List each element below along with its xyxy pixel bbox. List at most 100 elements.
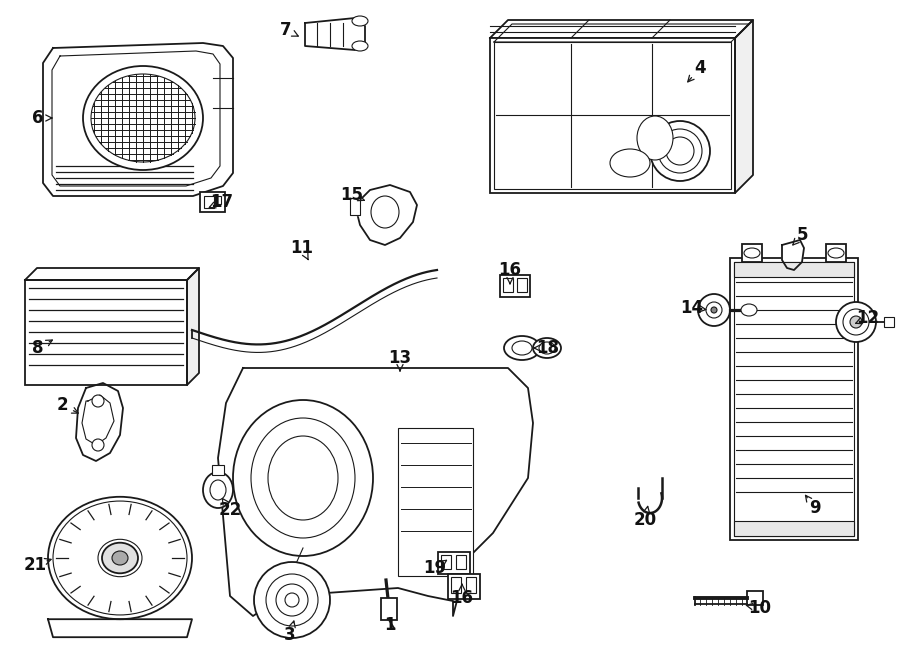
Ellipse shape [268, 436, 338, 520]
Ellipse shape [352, 41, 368, 51]
Polygon shape [735, 20, 753, 193]
Text: 16: 16 [499, 261, 521, 279]
Ellipse shape [711, 307, 717, 313]
Bar [503, 278, 513, 292]
Bar [204, 196, 214, 208]
Bar [438, 552, 470, 574]
Polygon shape [782, 240, 804, 270]
Ellipse shape [610, 149, 650, 177]
Bar [448, 574, 480, 599]
Text: 13: 13 [389, 349, 411, 367]
Polygon shape [305, 18, 365, 50]
Bar [517, 278, 527, 292]
Bar [200, 192, 225, 212]
Bar [734, 262, 854, 536]
Text: 7: 7 [280, 21, 292, 39]
Text: 1: 1 [384, 616, 396, 634]
Bar [490, 38, 735, 193]
Ellipse shape [512, 341, 532, 355]
Text: 2: 2 [56, 396, 68, 414]
Ellipse shape [266, 574, 318, 626]
Polygon shape [25, 268, 199, 280]
Bar [742, 244, 762, 262]
Bar [500, 275, 530, 297]
Text: 3: 3 [284, 626, 296, 644]
Ellipse shape [92, 439, 104, 451]
Ellipse shape [102, 543, 138, 573]
Ellipse shape [210, 480, 226, 500]
Bar [398, 428, 473, 576]
Ellipse shape [850, 316, 862, 328]
Ellipse shape [698, 294, 730, 326]
Text: 16: 16 [451, 589, 473, 607]
Ellipse shape [836, 302, 876, 342]
Ellipse shape [48, 496, 192, 619]
Polygon shape [350, 198, 360, 215]
Ellipse shape [91, 74, 195, 162]
Text: 12: 12 [857, 309, 879, 327]
Ellipse shape [828, 248, 844, 258]
Ellipse shape [706, 302, 722, 318]
Polygon shape [43, 43, 233, 196]
Ellipse shape [112, 551, 128, 565]
Ellipse shape [233, 400, 373, 556]
Polygon shape [490, 20, 753, 38]
Bar [826, 244, 846, 262]
Text: 9: 9 [809, 499, 821, 517]
Text: 4: 4 [694, 59, 706, 77]
Bar [25, 280, 187, 385]
Bar [734, 521, 854, 536]
Polygon shape [187, 268, 199, 385]
Polygon shape [355, 185, 417, 245]
Bar [456, 555, 466, 569]
Text: 5: 5 [796, 226, 808, 244]
Ellipse shape [254, 562, 330, 638]
Bar [734, 262, 854, 277]
Polygon shape [48, 619, 192, 638]
Ellipse shape [371, 196, 399, 228]
Bar [441, 555, 451, 569]
Ellipse shape [53, 501, 187, 615]
Text: 11: 11 [291, 239, 313, 257]
Bar [451, 577, 461, 593]
Bar [747, 591, 763, 605]
Ellipse shape [666, 137, 694, 165]
Ellipse shape [276, 584, 308, 616]
Polygon shape [218, 368, 533, 616]
Ellipse shape [98, 540, 142, 577]
Text: 8: 8 [32, 339, 44, 357]
Ellipse shape [533, 338, 561, 358]
Polygon shape [76, 383, 123, 461]
Ellipse shape [843, 309, 869, 335]
Bar [381, 598, 397, 620]
Bar [466, 577, 476, 593]
Text: 14: 14 [680, 299, 704, 317]
Bar [215, 196, 221, 204]
Text: 15: 15 [340, 186, 364, 204]
Ellipse shape [504, 336, 540, 360]
Ellipse shape [741, 304, 757, 316]
Bar [212, 465, 224, 475]
Ellipse shape [637, 116, 673, 160]
Ellipse shape [539, 342, 555, 354]
Ellipse shape [83, 66, 203, 170]
Text: 20: 20 [634, 511, 657, 529]
Text: 6: 6 [32, 109, 44, 127]
Bar [884, 317, 894, 327]
Text: 10: 10 [749, 599, 771, 617]
Ellipse shape [251, 418, 355, 538]
Ellipse shape [203, 472, 233, 508]
Ellipse shape [744, 248, 760, 258]
Text: 17: 17 [211, 193, 234, 211]
Text: 22: 22 [219, 501, 241, 519]
Ellipse shape [352, 16, 368, 26]
Bar [730, 258, 858, 540]
Text: 18: 18 [536, 339, 560, 357]
Text: 19: 19 [423, 559, 446, 577]
Bar [494, 42, 731, 189]
Ellipse shape [92, 395, 104, 407]
Text: 21: 21 [23, 556, 47, 574]
Ellipse shape [650, 121, 710, 181]
Ellipse shape [285, 593, 299, 607]
Ellipse shape [658, 129, 702, 173]
